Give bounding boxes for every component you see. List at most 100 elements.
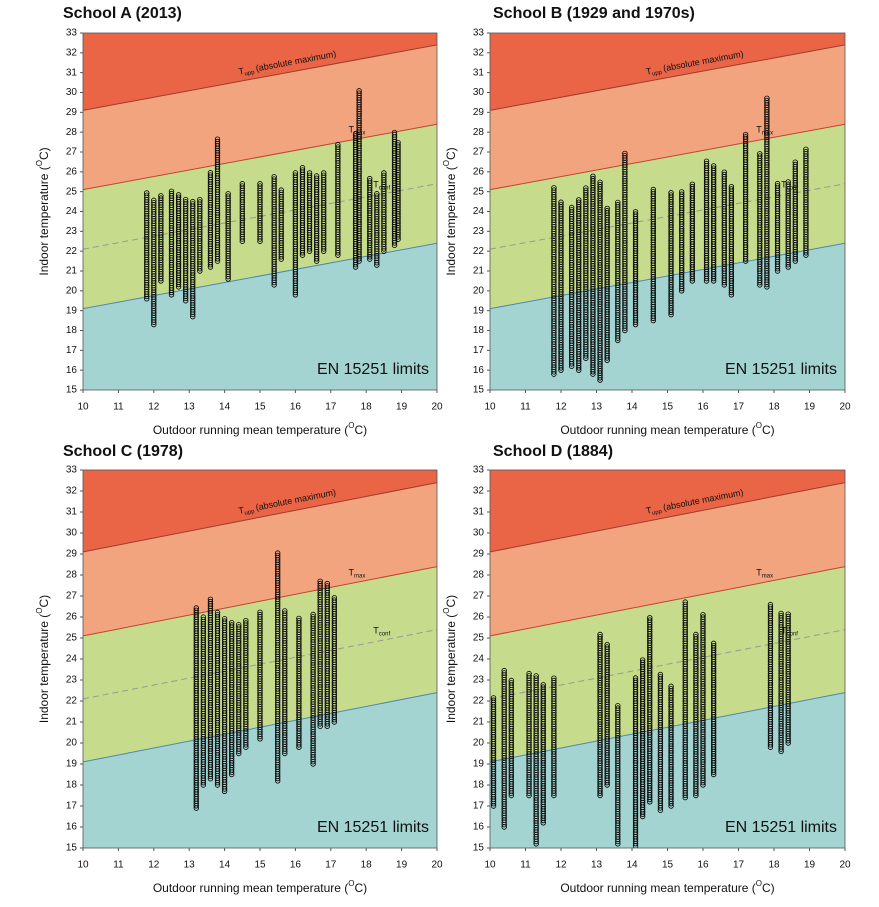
point-column bbox=[583, 185, 589, 361]
annotation-sub: conf bbox=[787, 631, 799, 637]
point-column bbox=[324, 580, 330, 729]
y-tick-label: 16 bbox=[66, 365, 78, 376]
point-column bbox=[168, 188, 175, 298]
x-tick-label: 18 bbox=[361, 860, 373, 871]
annotation-t: T bbox=[349, 568, 355, 578]
point-column bbox=[526, 670, 532, 799]
y-tick-label: 31 bbox=[473, 507, 485, 518]
y-tick-label: 28 bbox=[473, 127, 485, 138]
zone-cool bbox=[490, 243, 845, 390]
y-tick-label: 29 bbox=[473, 107, 485, 118]
annotation-t: T bbox=[781, 180, 787, 190]
y-tick-label: 20 bbox=[66, 738, 78, 749]
annotation-sub: max bbox=[762, 130, 773, 136]
y-tick-label: 24 bbox=[66, 206, 78, 217]
zone-warm bbox=[83, 44, 437, 190]
x-tick-label: 13 bbox=[184, 860, 196, 871]
y-tick-label: 27 bbox=[66, 591, 78, 602]
plot-area bbox=[490, 470, 845, 848]
point-column bbox=[767, 601, 774, 750]
x-tick-label: 13 bbox=[591, 402, 603, 413]
limit-line bbox=[83, 123, 437, 191]
point-column bbox=[225, 191, 231, 282]
x-tick-label: 20 bbox=[839, 860, 851, 871]
x-tick-label: 10 bbox=[484, 402, 496, 413]
annotation-t: T bbox=[349, 125, 355, 135]
label-end: C) bbox=[762, 881, 775, 895]
point-column bbox=[221, 616, 228, 794]
y-tick-label: 33 bbox=[473, 28, 485, 39]
point-column bbox=[764, 95, 770, 290]
x-tick-label: 15 bbox=[662, 860, 674, 871]
y-tick-label: 27 bbox=[473, 591, 485, 602]
label-end: C) bbox=[762, 423, 775, 437]
point-column bbox=[703, 158, 710, 284]
label-text: Indoor temperature ( bbox=[37, 166, 51, 275]
y-tick-label: 16 bbox=[66, 822, 78, 833]
y-tick-label: 19 bbox=[66, 759, 78, 770]
x-tick-label: 14 bbox=[626, 860, 638, 871]
label-sup: O bbox=[756, 421, 762, 430]
y-tick-label: 15 bbox=[66, 385, 78, 396]
point-column bbox=[742, 131, 749, 264]
annotation-t: T bbox=[238, 505, 246, 516]
y-tick-label: 33 bbox=[473, 465, 485, 476]
zone-cool bbox=[83, 692, 437, 848]
point-column bbox=[275, 550, 281, 784]
y-tick-label: 33 bbox=[66, 465, 78, 476]
point-column bbox=[657, 671, 664, 813]
annotation: Tmax bbox=[349, 568, 366, 579]
point-column bbox=[317, 578, 323, 729]
label-end: C) bbox=[355, 423, 368, 437]
point-column bbox=[568, 204, 575, 369]
label-sup: O bbox=[35, 608, 44, 614]
point-column bbox=[214, 136, 221, 264]
point-column bbox=[395, 139, 401, 242]
y-tick-label: 26 bbox=[473, 166, 485, 177]
x-tick-label: 19 bbox=[804, 402, 816, 413]
label-end: C) bbox=[355, 881, 368, 895]
y-tick-label: 31 bbox=[66, 67, 78, 78]
x-tick-label: 19 bbox=[804, 860, 816, 871]
point-column bbox=[296, 615, 302, 750]
x-tick-label: 17 bbox=[325, 860, 337, 871]
point-column bbox=[197, 197, 203, 274]
annotation-t: T bbox=[781, 626, 787, 636]
x-axis-label: Outdoor running mean temperature (OC) bbox=[153, 879, 367, 895]
y-tick-label: 17 bbox=[66, 345, 78, 356]
point-column bbox=[615, 703, 621, 847]
point-column bbox=[668, 190, 674, 318]
point-column bbox=[306, 170, 313, 254]
x-tick-label: 12 bbox=[555, 860, 567, 871]
point-column bbox=[257, 609, 263, 742]
x-tick-label: 10 bbox=[77, 402, 89, 413]
point-column bbox=[282, 608, 288, 757]
y-tick-label: 20 bbox=[66, 285, 78, 296]
point-column bbox=[239, 181, 246, 244]
point-column bbox=[214, 609, 221, 788]
y-tick-label: 18 bbox=[473, 780, 485, 791]
label-sup: O bbox=[35, 160, 44, 166]
y-tick-label: 26 bbox=[66, 166, 78, 177]
point-column bbox=[310, 611, 316, 767]
point-column bbox=[381, 170, 387, 254]
zone-warm bbox=[83, 482, 437, 636]
y-tick-label: 29 bbox=[473, 549, 485, 560]
label-sup: O bbox=[348, 421, 354, 430]
point-column bbox=[774, 180, 781, 274]
x-tick-label: 14 bbox=[219, 402, 231, 413]
point-column bbox=[175, 192, 182, 290]
point-column bbox=[540, 682, 546, 826]
point-column bbox=[367, 175, 373, 262]
y-tick-label: 26 bbox=[66, 612, 78, 623]
point-column bbox=[352, 130, 359, 270]
label-text: Indoor temperature ( bbox=[37, 614, 51, 723]
standard-label: EN 15251 limits bbox=[725, 819, 837, 836]
x-tick-label: 17 bbox=[733, 860, 745, 871]
standard-label: EN 15251 limits bbox=[317, 819, 429, 836]
point-column bbox=[597, 179, 603, 383]
zone-upper bbox=[490, 33, 845, 111]
point-column bbox=[236, 622, 242, 757]
point-column bbox=[785, 611, 791, 746]
